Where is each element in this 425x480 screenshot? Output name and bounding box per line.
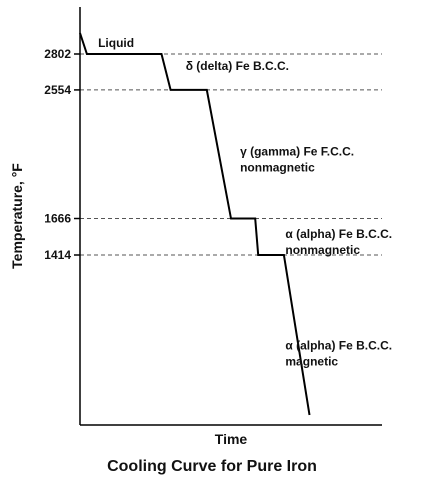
- cooling-curve-line: [79, 32, 311, 416]
- y-axis-title: Temperature, °F: [9, 163, 25, 269]
- phase-label-3-line-1: nonmagnetic: [285, 243, 360, 257]
- y-tick-label-2802: 2802: [44, 47, 71, 61]
- x-axis-title: Time: [215, 431, 248, 447]
- phase-label-2-line-0: γ (gamma) Fe F.C.C.: [240, 145, 354, 159]
- phase-label-4-line-1: magnetic: [285, 355, 338, 369]
- y-ticks: 2802 2554 1666 1414: [44, 47, 80, 262]
- phase-label-3-line-0: α (alpha) Fe B.C.C.: [285, 227, 392, 241]
- phase-labels: Liquid δ (delta) Fe B.C.C. γ (gamma) Fe F.…: [98, 36, 392, 369]
- phase-label-1-line-0: δ (delta) Fe B.C.C.: [186, 59, 289, 73]
- chart-title: Cooling Curve for Pure Iron: [107, 458, 317, 475]
- phase-label-2-line-1: nonmagnetic: [240, 161, 315, 175]
- phase-label-4-line-0: α (alpha) Fe B.C.C.: [285, 339, 392, 353]
- y-tick-label-1666: 1666: [44, 212, 71, 226]
- y-tick-label-1414: 1414: [44, 248, 71, 262]
- y-tick-label-2554: 2554: [44, 83, 71, 97]
- phase-label-0-line-0: Liquid: [98, 36, 134, 50]
